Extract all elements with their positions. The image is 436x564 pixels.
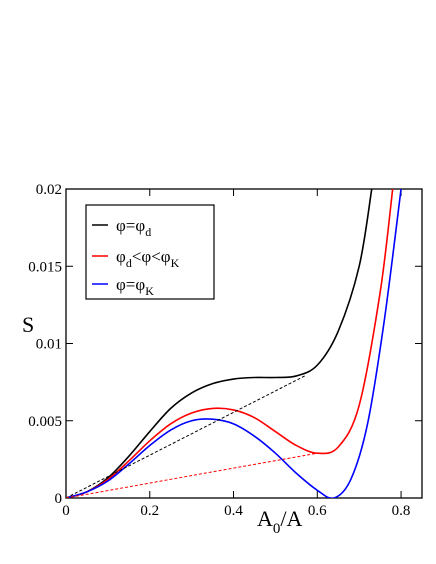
legend-entry-phi-between: φd<φ<φK	[116, 247, 180, 270]
x-axis-label-main: A	[257, 506, 273, 531]
series-phi-between-curve	[66, 189, 394, 498]
x-tick-label: 0.2	[140, 503, 159, 519]
x-tick-label: 0.6	[308, 503, 327, 519]
red-dashed-tangent-line	[66, 452, 318, 498]
series-phi-d-curve	[66, 189, 373, 498]
y-tick-label: 0.015	[28, 259, 62, 275]
y-tick-label: 0.02	[36, 182, 62, 198]
y-tick-label: 0.01	[36, 337, 62, 353]
y-tick-label: 0	[55, 491, 63, 507]
black-dashed-tangent-line	[66, 375, 305, 498]
x-axis-label-sub: 0	[273, 521, 281, 537]
legend-entry-phi-d: φ=φd	[116, 216, 151, 239]
x-tick-label: 0.4	[224, 503, 243, 519]
series-layer	[66, 189, 402, 498]
x-axis-ticks: 0 0.2 0.4 0.6 0.8	[62, 189, 410, 519]
legend: φ=φd φd<φ<φK φ=φK	[85, 204, 215, 300]
x-tick-label: 0.8	[392, 503, 411, 519]
x-axis-label-tail: /A	[280, 506, 302, 531]
y-tick-label: 0.005	[28, 414, 62, 430]
y-axis-ticks: 0 0.005 0.01 0.015 0.02	[28, 182, 422, 507]
x-tick-label: 0	[62, 503, 70, 519]
series-phi-k-curve	[66, 189, 402, 498]
x-axis-label: A0/A	[257, 506, 303, 537]
y-axis-label: S	[22, 312, 34, 337]
legend-entry-phi-k: φ=φK	[116, 275, 154, 298]
